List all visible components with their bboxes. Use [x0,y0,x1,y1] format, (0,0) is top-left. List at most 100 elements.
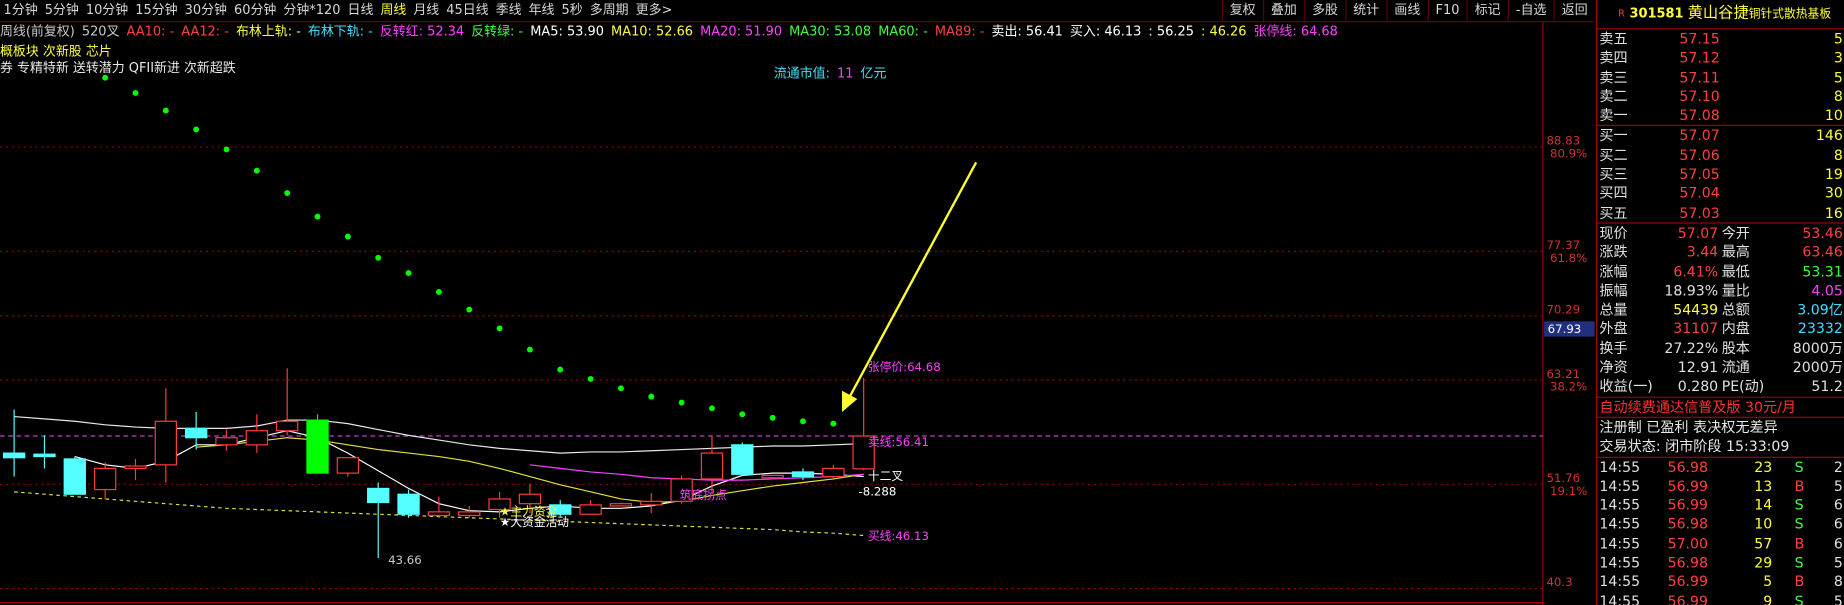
toolbar-button[interactable]: 多股 [1303,0,1345,22]
period-tab[interactable]: 30分钟 [184,2,227,18]
cell: 57.06 [1679,146,1720,164]
cell: 卖五 [1599,30,1628,48]
concept: 铜针式散热基板 [1748,8,1832,22]
indicator-value: MA10: 52.66 [611,23,694,39]
cell: S [1794,592,1804,605]
cell: 57.04 [1679,185,1720,202]
order-row: 买三 57.05 19 [1597,165,1844,184]
y-tick-label: 77.37 [1546,238,1580,252]
cell: 内盘 [1721,320,1750,338]
candle-body [397,493,420,515]
sar-dot [466,306,473,313]
cell: 3.44 [1686,243,1719,261]
stat-row: 现价 57.07 今开 53.46 [1597,224,1844,243]
sar-dot [587,376,594,382]
tags: 概板块 次新股 芯片 [0,43,112,59]
cell: S [1794,554,1804,571]
cell: 14:55 [1599,458,1641,475]
cell: 换手 [1599,339,1628,357]
sar-dot [162,107,169,114]
cell: 12.91 [1677,359,1719,376]
toolbar-button[interactable]: 画线 [1386,0,1427,22]
promo-text[interactable]: 自动续费通达信普及版 30元/月 [1599,398,1796,416]
cell: 57 [1754,535,1773,552]
quote-header: R 301581 黄山谷捷铜针式散热基板 [1597,0,1844,30]
cell: 8 [1833,88,1843,105]
indicator-value: MA30: 53.08 [789,23,872,39]
cell: 4.05 [1811,282,1843,299]
toolbar-button[interactable]: 标记 [1466,0,1508,22]
sar-dot [132,90,139,96]
cell: S [1794,496,1804,514]
y-tick-label: 88.83 [1546,134,1580,148]
order-row: 卖三 57.11 5 [1597,68,1844,87]
period-tab[interactable]: 周线 [380,2,407,18]
value: 11 [836,65,854,82]
cell: 14:55 [1599,592,1641,605]
indicator-value: 买入: 46.13 [1069,23,1142,39]
toolbar-button[interactable]: -自选 [1507,0,1554,22]
indicator-value: MA89: - [934,23,985,39]
stat-row: 换手 27.22% 股本 8000万 [1597,339,1844,358]
period-tab[interactable]: 60分钟 [234,2,277,18]
cell: 14:55 [1599,554,1641,571]
trade-row: 14:55 56.98 23 S 2 [1597,457,1844,476]
sar-dot [557,366,564,373]
price-chart: 88.83 77.37 70.29 63.21 51.76 40.3 80.9% 61.8% 3… [0,22,1595,605]
quote-panel: R 301581 黄山谷捷铜针式散热基板 卖五 57.15 5 卖四 57.12 3 卖三 57… [1595,0,1844,605]
candle-body [670,478,693,502]
cell: 量比 [1721,282,1750,299]
period-tab[interactable]: 月线 [413,2,440,18]
candle-body [184,427,208,439]
cell: B [1794,535,1805,552]
annotation: 十二叉 [868,469,903,483]
status-text: 交易状态: 闭市阶段 15:33:09 [1599,438,1790,455]
period-tab[interactable]: 季线 [495,2,522,18]
candle-body [609,503,633,507]
period-tab[interactable]: 45日线 [446,2,489,18]
order-row: 卖五 57.15 5 [1597,29,1844,48]
period-tab[interactable]: 5秒 [561,2,583,18]
stats: 现价 57.07 今开 53.46 涨跌 3.44 最高 63.46 涨幅 6.41% 最低 53.3… [1597,224,1844,398]
indicator-value: AA10: - [126,23,175,39]
candle-body [731,444,754,475]
trades: 14:55 56.98 23 S 2 14:55 56.99 13 B 5 14:55 56.99 14… [1597,457,1844,605]
period-tab[interactable]: 5分钟 [44,2,79,18]
indicator-value: 周线(前复权) [0,23,75,39]
toolbar-button[interactable]: 复权 [1221,0,1263,22]
toolbar-button[interactable]: 叠加 [1262,0,1304,22]
cell: 57.00 [1667,535,1709,552]
cell: 6.41% [1673,263,1719,280]
order-row: 卖四 57.12 3 [1597,49,1844,68]
cell: 2000万 [1792,359,1843,376]
cell: 56.98 [1667,554,1709,571]
asks: 卖五 57.15 5 卖四 57.12 3 卖三 57.11 5 卖二 57.10 8 卖一 57.08 1… [1597,29,1844,127]
indicator-value: 布林下轨: - [307,23,373,39]
period-tab[interactable]: 多周期 [589,2,629,18]
sar-dot [830,420,837,427]
code: 301581 [1629,5,1684,22]
period-tab[interactable]: 分钟*120 [283,2,341,18]
period-tab[interactable]: 年线 [528,2,555,18]
period-tab[interactable]: 10分钟 [85,2,129,18]
toolbar-button[interactable]: 统计 [1344,0,1386,22]
cell: 最高 [1721,243,1750,261]
y-tick-label: 63.21 [1546,367,1580,381]
cell: 最低 [1721,263,1750,280]
period-tab[interactable]: 更多> [635,2,673,18]
y-tick-label: 51.76 [1546,471,1580,485]
period-tab[interactable]: 15分钟 [135,2,178,18]
promo[interactable]: 自动续费通达信普及版 30元/月 [1597,397,1844,418]
indicator-value: 卖出: 56.41 [991,23,1063,39]
indicator-line [529,464,864,481]
cell: 3.09亿 [1797,301,1843,318]
period-tab[interactable]: 日线 [347,2,374,18]
period-tab[interactable]: 1分钟 [3,2,38,18]
trade-row: 14:55 56.99 13 B 5 [1597,476,1844,495]
fib-tick-label: 61.8% [1550,251,1587,265]
toolbar-button[interactable]: 返回 [1553,0,1595,22]
toolbar-button[interactable]: F10 [1427,0,1466,22]
sar-dot [314,213,321,220]
cell: 57.15 [1679,30,1720,48]
candle-body [640,500,663,506]
